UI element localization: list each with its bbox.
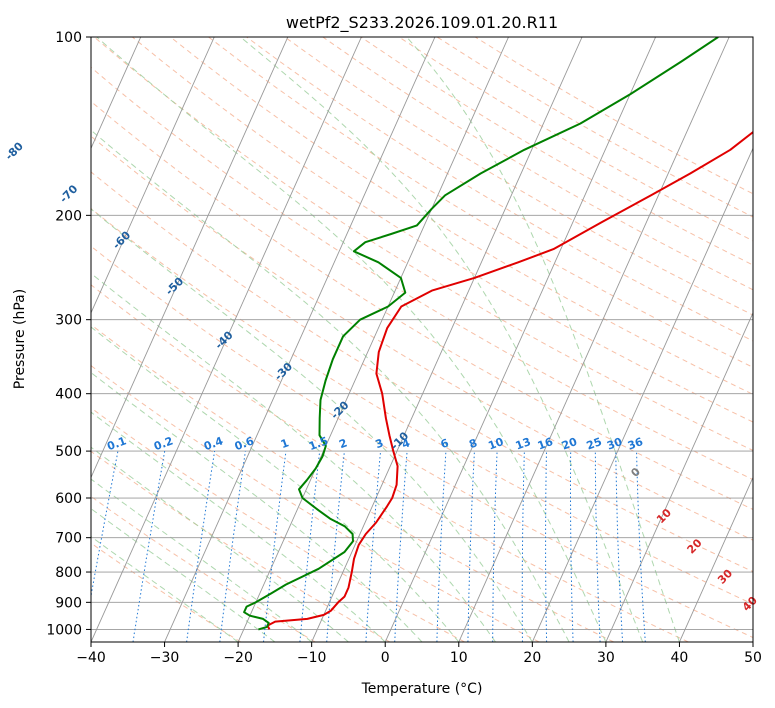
mixing-ratio-label: 8 [467, 436, 479, 451]
mixing-ratio-label: 25 [585, 435, 604, 452]
isotherm-line [91, 37, 362, 642]
dry-adiabat-line [91, 364, 540, 642]
x-tick-label: 0 [381, 650, 390, 666]
axis-ticks: −40 −30 −20 −10 0 10 20 30 40 5010020030040050060… [46, 30, 762, 666]
isotherm-line [91, 37, 142, 150]
x-tick-label: −40 [76, 650, 106, 666]
dewpoint-line [243, 37, 719, 631]
isotherm-line [237, 37, 509, 642]
height-label: -70 [57, 182, 80, 205]
y-tick-label: 900 [55, 595, 82, 611]
dry-adiabat-line [91, 284, 689, 642]
y-tick-label: 300 [55, 313, 82, 329]
mixing-ratio-label: 30 [605, 435, 624, 453]
y-tick-label: 800 [55, 565, 82, 581]
mixing-ratio-label: 20 [560, 435, 579, 453]
y-tick-label: 700 [55, 531, 82, 547]
isotherm-line [311, 37, 583, 642]
mixing-ratio-label: 1 [279, 436, 291, 451]
x-tick-label: 10 [450, 650, 468, 666]
y-tick-label: 400 [55, 387, 82, 403]
isotherm-line [458, 37, 730, 642]
moist-adiabat-line [91, 371, 423, 642]
moist-adiabat-line [91, 326, 460, 642]
moist-adiabat-line [91, 535, 239, 642]
dry-adiabat-line [91, 207, 753, 605]
x-tick-label: −10 [297, 650, 327, 666]
mixing-ratio-label: 0.6 [233, 434, 256, 453]
isotherm-line [164, 37, 436, 642]
mixing-ratio-label: 0.2 [152, 434, 175, 453]
x-tick-label: −30 [150, 650, 180, 666]
y-tick-label: 600 [55, 491, 82, 507]
mixing-ratio-label: 0.1 [105, 434, 128, 453]
dry-adiabat-line [91, 171, 753, 573]
x-tick-label: 30 [597, 650, 615, 666]
isotherm-line [0, 37, 67, 642]
mixing-ratio-label: 0.4 [202, 434, 225, 453]
plot-frame [90, 36, 754, 643]
isotherm-line [679, 476, 753, 642]
mixing-ratio-label: 6 [439, 436, 451, 451]
moist-adiabat-line [406, 37, 680, 642]
isotherm-line [752, 640, 753, 642]
mixing-ratio-line [263, 451, 287, 642]
moist-adiabat-line [91, 129, 570, 642]
mixing-ratio-label: 2 [337, 436, 349, 451]
dry-adiabat-line [322, 37, 753, 291]
moist-adiabat-line [91, 446, 349, 642]
dry-adiabat-line [208, 37, 753, 368]
moist-adiabat-line [91, 208, 533, 642]
moist-adiabat-line [91, 478, 312, 642]
dry-adiabat-line [91, 450, 391, 642]
mixing-ratio-label: 10 [486, 435, 505, 453]
x-axis-label: Temperature (°C) [361, 681, 483, 697]
moist-adiabat-line [240, 37, 644, 642]
dry-adiabat-line [131, 37, 753, 423]
chart-title: wetPf2_S233.2026.109.01.20.R11 [286, 13, 558, 33]
y-tick-label: 100 [55, 30, 82, 46]
y-tick-label: 500 [55, 444, 82, 460]
height-label: -80 [3, 139, 26, 162]
x-tick-label: 20 [523, 650, 541, 666]
mixing-ratio-line [299, 451, 321, 642]
mixing-ratio-line [326, 451, 345, 642]
y-tick-label: 1000 [46, 622, 82, 638]
y-axis-label: Pressure (hPa) [12, 289, 28, 389]
moist-adiabat-line [91, 507, 276, 642]
isotherm-line [384, 37, 657, 642]
mixing-ratio-label: 1.5 [307, 434, 330, 453]
x-tick-label: 40 [671, 650, 689, 666]
isotherm-line [91, 37, 289, 479]
dry-adiabat-line [170, 37, 753, 395]
temperature-line [266, 130, 753, 630]
dry-adiabat-line [91, 100, 753, 511]
mixing-ratio-line [219, 451, 246, 642]
mixing-ratio-label: 13 [514, 435, 533, 452]
dry-adiabat-line [246, 37, 753, 342]
mixing-ratio-label: 36 [626, 435, 645, 453]
isotherm-line [91, 37, 215, 314]
isotherm-line [605, 311, 753, 642]
dry-adiabat-line [91, 495, 316, 642]
moist-adiabat-line [91, 272, 496, 642]
mixing-ratio-label: 4 [400, 436, 412, 451]
dry-adiabat-line [93, 37, 753, 452]
profile-lines [243, 37, 753, 631]
y-tick-label: 200 [55, 208, 82, 224]
background-lines [0, 37, 753, 642]
mixing-ratio-label: 16 [536, 435, 555, 453]
isotherm-line [531, 147, 753, 642]
dry-adiabat-line [91, 324, 614, 642]
x-tick-label: −20 [223, 650, 253, 666]
mixing-ratio-label: 3 [374, 436, 386, 451]
mixing-ratio-line [186, 451, 216, 642]
moist-adiabat-line [96, 37, 607, 642]
x-tick-label: 50 [744, 650, 762, 666]
